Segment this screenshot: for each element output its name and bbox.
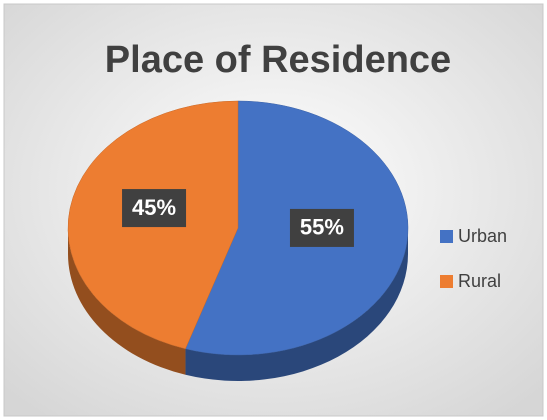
legend-label: Urban — [458, 226, 507, 246]
slice-side — [185, 228, 408, 381]
data-label-box — [122, 189, 187, 228]
data-label: 45% — [122, 189, 187, 228]
data-label: 55% — [289, 208, 354, 247]
legend-swatch — [440, 275, 453, 288]
data-label-text: 55% — [300, 215, 344, 240]
slice-side — [67, 228, 186, 375]
legend-swatch — [440, 230, 453, 243]
data-label-text: 45% — [132, 195, 176, 220]
data-label-box — [289, 208, 354, 247]
chart-title: Place of Residence — [105, 39, 451, 81]
legend-label: Rural — [458, 271, 501, 291]
